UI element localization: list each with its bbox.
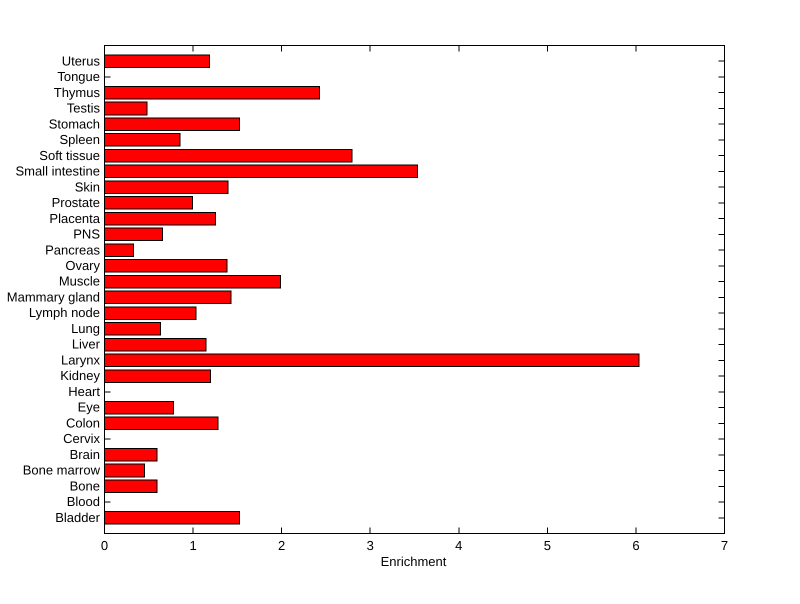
- svg-text:Skin: Skin: [75, 179, 100, 194]
- svg-text:Thymus: Thymus: [54, 85, 101, 100]
- svg-text:Lung: Lung: [71, 321, 100, 336]
- svg-text:6: 6: [632, 538, 639, 553]
- svg-text:2: 2: [278, 538, 285, 553]
- svg-text:Brain: Brain: [70, 447, 100, 462]
- svg-text:Bone marrow: Bone marrow: [23, 463, 101, 478]
- svg-text:Liver: Liver: [72, 337, 101, 352]
- svg-text:5: 5: [544, 538, 551, 553]
- svg-text:Ovary: Ovary: [65, 258, 100, 273]
- svg-text:4: 4: [455, 538, 462, 553]
- svg-text:1: 1: [189, 538, 196, 553]
- svg-text:0: 0: [101, 538, 108, 553]
- svg-text:Cervix: Cervix: [63, 431, 100, 446]
- svg-text:Colon: Colon: [66, 415, 100, 430]
- svg-text:Uterus: Uterus: [62, 53, 101, 68]
- svg-text:Lymph node: Lymph node: [29, 305, 100, 320]
- svg-text:7: 7: [721, 538, 728, 553]
- svg-text:Enrichment: Enrichment: [381, 554, 447, 569]
- svg-text:Blood: Blood: [67, 494, 100, 509]
- svg-text:Stomach: Stomach: [49, 116, 100, 131]
- svg-text:Placenta: Placenta: [49, 211, 100, 226]
- svg-text:Heart: Heart: [68, 384, 100, 399]
- svg-text:3: 3: [367, 538, 374, 553]
- svg-text:Soft tissue: Soft tissue: [39, 148, 100, 163]
- svg-text:Pancreas: Pancreas: [45, 242, 100, 257]
- svg-text:Bone: Bone: [70, 478, 100, 493]
- svg-text:Mammary gland: Mammary gland: [7, 289, 100, 304]
- svg-text:Muscle: Muscle: [59, 274, 100, 289]
- svg-text:Bladder: Bladder: [55, 510, 100, 525]
- svg-text:Eye: Eye: [78, 400, 100, 415]
- svg-text:PNS: PNS: [73, 227, 100, 242]
- svg-text:Tongue: Tongue: [57, 69, 100, 84]
- svg-text:Testis: Testis: [67, 101, 101, 116]
- svg-text:Prostate: Prostate: [52, 195, 100, 210]
- svg-text:Small intestine: Small intestine: [15, 164, 100, 179]
- svg-text:Spleen: Spleen: [60, 132, 100, 147]
- svg-text:Larynx: Larynx: [61, 352, 101, 367]
- svg-text:Kidney: Kidney: [60, 368, 100, 383]
